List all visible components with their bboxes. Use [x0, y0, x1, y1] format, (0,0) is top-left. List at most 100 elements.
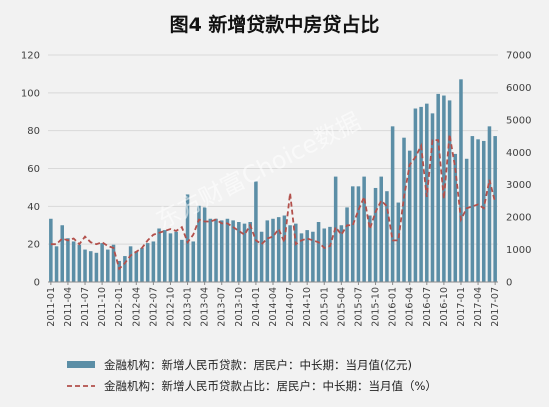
bar — [453, 153, 458, 282]
x-tick-label: 2013-07 — [217, 287, 228, 327]
right-tick-label: 3000 — [506, 180, 531, 191]
bar — [157, 228, 161, 282]
bar — [163, 230, 167, 282]
right-tick-label: 4000 — [506, 148, 531, 159]
x-tick-label: 2012-04 — [131, 287, 142, 327]
bar — [311, 231, 315, 282]
bar — [419, 106, 423, 282]
bar — [328, 226, 332, 282]
bar — [430, 113, 435, 283]
bar — [407, 150, 412, 282]
x-tick-label: 2016-07 — [422, 287, 433, 327]
right-tick-label: 6000 — [506, 83, 531, 94]
bar — [442, 95, 446, 282]
bar — [271, 218, 275, 282]
left-tick-label: 0 — [34, 278, 40, 289]
x-tick-label: 2014-01 — [251, 287, 262, 327]
left-axis-ticks: 0 20 40 60 80 100 120 — [21, 51, 40, 289]
right-tick-label: 5000 — [506, 115, 531, 126]
bar — [128, 246, 133, 282]
x-tick-label: 2011-04 — [63, 287, 74, 327]
bar — [219, 220, 224, 282]
legend-bar-label: 金融机构：新增人民币贷款：居民户：中长期：当月值(亿元) — [104, 358, 412, 372]
x-tick-label: 2014-10 — [302, 287, 313, 327]
bar — [185, 194, 190, 282]
x-tick-label: 2013-10 — [234, 287, 245, 327]
left-tick-label: 60 — [27, 164, 40, 175]
bar — [60, 225, 64, 282]
bar — [168, 233, 173, 282]
left-tick-label: 20 — [27, 240, 40, 251]
bar — [208, 218, 213, 282]
bar — [117, 260, 121, 282]
x-tick-label: 2012-10 — [165, 287, 176, 327]
bar — [470, 136, 475, 282]
bar — [106, 249, 110, 282]
bar — [362, 176, 366, 282]
bar — [197, 205, 201, 282]
bar — [436, 93, 440, 282]
bar — [265, 220, 270, 282]
bar — [202, 207, 207, 282]
bar — [373, 187, 378, 282]
x-tick-label: 2015-01 — [319, 287, 330, 327]
bar — [225, 218, 230, 282]
bar — [282, 215, 287, 282]
bar — [299, 233, 304, 282]
x-tick-label: 2017-04 — [473, 287, 484, 327]
bar — [390, 126, 395, 282]
bar — [350, 186, 355, 282]
x-tick-label: 2017-07 — [490, 287, 501, 327]
bar — [396, 202, 401, 282]
line-series — [50, 134, 497, 271]
bar — [322, 228, 327, 282]
bar — [487, 126, 492, 282]
bar — [276, 217, 281, 282]
x-tick-label: 2017-01 — [456, 287, 467, 327]
bar — [493, 136, 497, 282]
x-tick-label: 2011-01 — [46, 287, 57, 327]
bar — [111, 244, 116, 282]
bar — [237, 222, 241, 282]
bar — [425, 103, 429, 282]
right-axis-ticks: 0 1000 2000 3000 4000 5000 6000 7000 — [506, 51, 531, 289]
bar — [379, 176, 383, 282]
bar-series — [49, 79, 497, 283]
bar — [214, 218, 218, 282]
x-tick-label: 2014-04 — [268, 287, 279, 327]
bar — [134, 251, 139, 282]
x-tick-label: 2014-07 — [285, 287, 296, 327]
x-axis-ticks: 2011-01 2011-04 2011-07 2011-10 2012-01 2012-… — [46, 282, 501, 327]
legend-bar-swatch — [67, 361, 95, 368]
x-tick-label: 2011-07 — [80, 287, 91, 327]
bar — [385, 191, 389, 282]
right-tick-label: 1000 — [506, 245, 531, 256]
x-tick-label: 2016-10 — [439, 287, 450, 327]
legend: 金融机构：新增人民币贷款：居民户：中长期：当月值(亿元) 金融机构：新增人民币贷… — [67, 358, 437, 393]
x-tick-label: 2016-01 — [388, 287, 399, 327]
bar — [242, 223, 247, 282]
right-tick-label: 2000 — [506, 213, 531, 224]
bar — [54, 246, 59, 282]
bar — [88, 251, 93, 282]
bar — [259, 231, 264, 282]
x-tick-label: 2015-04 — [336, 287, 347, 327]
bar — [83, 249, 87, 282]
left-tick-label: 100 — [21, 88, 40, 99]
bar — [49, 218, 53, 282]
x-tick-label: 2013-04 — [200, 287, 211, 327]
bar — [145, 243, 150, 282]
bar — [294, 223, 298, 282]
bar — [123, 256, 127, 282]
left-tick-label: 120 — [21, 51, 40, 62]
bar — [180, 239, 184, 282]
bar — [459, 79, 463, 282]
bar — [151, 241, 156, 282]
bar — [140, 247, 144, 282]
x-tick-label: 2016-04 — [405, 287, 416, 327]
bar — [481, 140, 486, 282]
bar — [191, 241, 196, 282]
bar — [174, 231, 178, 282]
x-tick-label: 2012-01 — [114, 287, 125, 327]
